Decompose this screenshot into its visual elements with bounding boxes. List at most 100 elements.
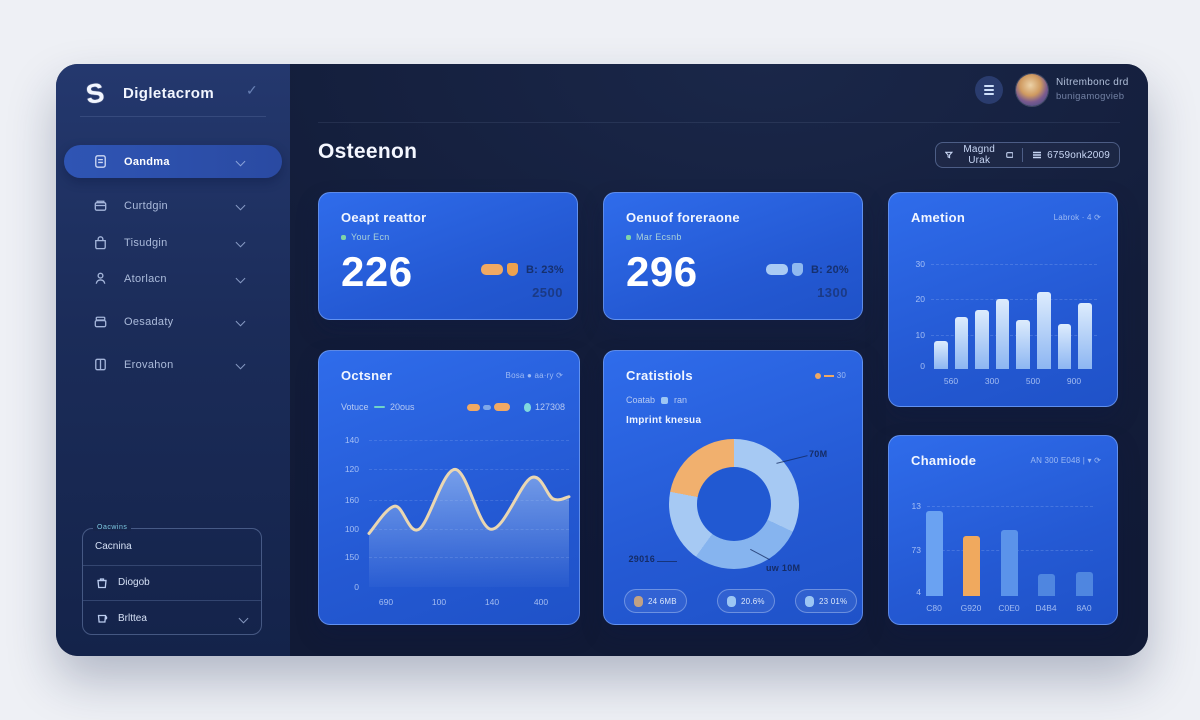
y-tick-label: 0 bbox=[920, 361, 925, 371]
logo[interactable]: S Digletacrom bbox=[83, 77, 215, 110]
chevron-down-icon bbox=[235, 273, 246, 284]
kpi-title: Oeapt reattor bbox=[341, 210, 427, 225]
bar bbox=[1038, 573, 1055, 596]
gridline bbox=[931, 335, 1097, 336]
gridline bbox=[931, 299, 1097, 300]
kpi-value: 296 bbox=[626, 248, 698, 295]
sidebar-item-tisudgin[interactable]: Tisudgin bbox=[64, 226, 282, 259]
donut-annotation-bottom: uw 10M bbox=[766, 563, 801, 573]
check-icon: ✓ bbox=[246, 82, 258, 98]
card-view-icon bbox=[1005, 150, 1014, 160]
bar bbox=[954, 316, 969, 369]
bar-chart-card: Ametion Labrok · 4 ⟳ 30 20 10 0 560 300 500 900 bbox=[888, 192, 1118, 407]
panel-row-label: Diogob bbox=[118, 577, 150, 588]
kpi-side-value: 2500 bbox=[532, 285, 563, 300]
filter-button-label: Magnd Urak bbox=[963, 144, 995, 166]
chevron-down-icon bbox=[235, 316, 246, 327]
kpi-subtitle: Mar Ecsnb bbox=[626, 232, 682, 242]
pill-icon bbox=[766, 264, 788, 275]
annotation-line bbox=[657, 561, 677, 562]
person-icon bbox=[92, 270, 109, 287]
kpi-side-label: B: 20% bbox=[811, 263, 849, 276]
hamburger-icon bbox=[984, 86, 994, 94]
kpi-side-value: 1300 bbox=[817, 285, 848, 300]
x-tick-label: 560 bbox=[943, 376, 959, 386]
bar bbox=[1016, 320, 1030, 369]
avatar[interactable] bbox=[1016, 74, 1048, 106]
legend-chip: 23 01% bbox=[795, 589, 858, 613]
sidebar-item-oesadaty[interactable]: Oesadaty bbox=[64, 305, 282, 338]
divider bbox=[1022, 148, 1024, 162]
sidebar-panel: Oacwins Cacnina Diogob Brlttea bbox=[82, 524, 262, 635]
sidebar-item-curtdgin[interactable]: Curtdgin bbox=[64, 189, 282, 222]
gridline bbox=[927, 506, 1093, 507]
filter-button[interactable]: Magnd Urak bbox=[936, 143, 1022, 167]
sidebar: S Digletacrom ✓ Oandma Curtdgin Tisudgin At… bbox=[56, 64, 290, 656]
book-icon bbox=[92, 356, 109, 373]
x-tick-label: C0E0 bbox=[998, 603, 1020, 613]
dash-icon bbox=[823, 374, 834, 377]
logo-icon: S bbox=[83, 77, 106, 110]
panel-tag: Oacwins bbox=[93, 524, 132, 531]
sidebar-item-oandma[interactable]: Oandma bbox=[64, 145, 282, 178]
kpi-side-label: B: 23% bbox=[526, 263, 564, 276]
status-dot-icon bbox=[341, 234, 346, 240]
gridline bbox=[931, 264, 1097, 265]
chevron-down-icon bbox=[235, 359, 246, 370]
x-tick-label: D4B4 bbox=[1035, 603, 1057, 613]
y-tick-label: 120 bbox=[344, 464, 359, 474]
bar bbox=[1076, 571, 1093, 596]
donut-chart-card: Cratistiols 30 Coatab ran Imprint knesua… bbox=[603, 350, 863, 625]
bar bbox=[1037, 292, 1051, 369]
panel-row-cacnina[interactable]: Cacnina bbox=[83, 529, 261, 564]
shield-icon bbox=[792, 263, 803, 276]
list-button[interactable]: 6759onk2009 bbox=[1023, 143, 1119, 167]
y-tick-label: 140 bbox=[344, 435, 359, 445]
donut-annotation-left: 29016 bbox=[628, 554, 655, 564]
legend-chip: 24 6MB bbox=[624, 589, 687, 613]
logo-text: Digletacrom bbox=[123, 84, 215, 102]
bar bbox=[1078, 302, 1092, 369]
sidebar-item-label: Erovahon bbox=[124, 358, 174, 371]
chevron-down-icon bbox=[235, 237, 246, 248]
header-actions: Magnd Urak 6759onk2009 bbox=[935, 142, 1120, 168]
dot-icon bbox=[634, 595, 643, 607]
x-tick-label: 400 bbox=[533, 597, 549, 607]
sidebar-item-erovahon[interactable]: Erovahon bbox=[64, 348, 282, 381]
chart-title: Chamiode bbox=[911, 453, 977, 468]
kpi-badge: B: 23% bbox=[481, 263, 564, 276]
kpi-value: 226 bbox=[341, 248, 413, 295]
archive-icon bbox=[92, 313, 109, 330]
panel-row-label: Cacnina bbox=[95, 541, 132, 552]
panel-row-brlttea[interactable]: Brlttea bbox=[83, 600, 261, 635]
trash-icon bbox=[95, 576, 109, 590]
legend-series-value: 20ous bbox=[390, 402, 415, 412]
shield-icon bbox=[507, 263, 518, 276]
bar bbox=[1001, 530, 1018, 596]
chart-title: Octsner bbox=[341, 368, 393, 383]
chart-meta[interactable]: Bosa ● aa·ry ⟳ bbox=[505, 371, 563, 380]
legend-right-value: 127308 bbox=[534, 402, 565, 412]
menu-button[interactable] bbox=[975, 76, 1003, 104]
x-tick-label: 140 bbox=[484, 597, 500, 607]
y-tick-label: 10 bbox=[915, 330, 925, 340]
chart-meta: 30 bbox=[814, 371, 846, 380]
bar bbox=[963, 535, 980, 596]
panel-row-diogob[interactable]: Diogob bbox=[83, 564, 261, 600]
dot-icon bbox=[814, 372, 821, 379]
donut-sublegend: Coatab ran bbox=[626, 395, 688, 405]
kpi-subtitle: Your Ecn bbox=[341, 232, 390, 242]
dot-icon bbox=[727, 595, 736, 607]
sidebar-item-atorlacn[interactable]: Atorlacn bbox=[64, 262, 282, 295]
user-block: Nitrembonc drd bunigamogvieb bbox=[1056, 77, 1129, 102]
chart-meta[interactable]: AN 300 E048 | ▾ ⟳ bbox=[1030, 456, 1101, 465]
chevron-down-icon bbox=[238, 613, 249, 623]
kpi-card-1: Oeapt reattor Your Ecn 226 B: 23% 2500 bbox=[318, 192, 578, 320]
legend-line-icon bbox=[373, 405, 386, 409]
kpi-title: Oenuof foreraone bbox=[626, 210, 740, 225]
donut-annotation-right: 70M bbox=[809, 449, 828, 459]
chart-meta[interactable]: Labrok · 4 ⟳ bbox=[1053, 213, 1101, 222]
bar bbox=[995, 299, 1010, 369]
bar-chart-card-2: Chamiode AN 300 E048 | ▾ ⟳ 13 73 4 C80 G920 C… bbox=[888, 435, 1118, 625]
cup-icon bbox=[95, 611, 109, 625]
